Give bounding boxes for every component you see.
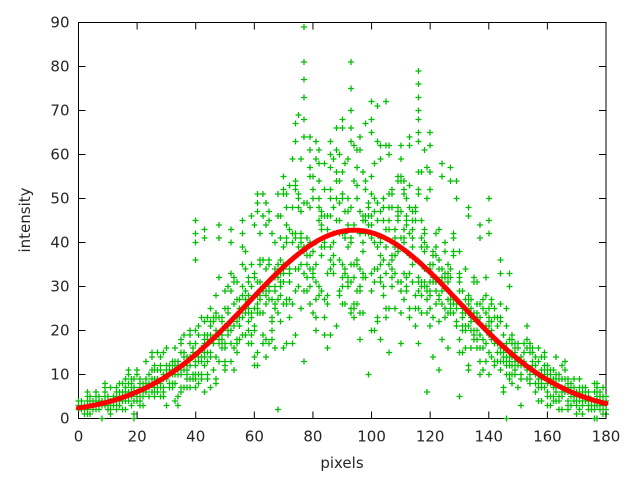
x-tick-label: 160 <box>533 428 562 446</box>
gaussian-fit-curve <box>76 227 609 411</box>
fit-line <box>76 227 609 411</box>
x-tick-label: 40 <box>186 428 205 446</box>
y-tick-label: 30 <box>50 278 69 296</box>
y-tick-label: 20 <box>50 322 69 340</box>
y-axis-title: intensity <box>16 187 34 252</box>
axis-titles: pixels intensity <box>16 187 364 472</box>
y-tick-label: 80 <box>50 58 69 76</box>
x-tick-label: 60 <box>245 428 264 446</box>
y-tick-label: 10 <box>50 366 69 384</box>
x-axis-title: pixels <box>320 454 364 472</box>
y-tick-label: 70 <box>50 102 69 120</box>
y-tick-label: 40 <box>50 234 69 252</box>
x-tick-label: 180 <box>592 428 621 446</box>
x-tick-label: 140 <box>474 428 503 446</box>
plus-markers <box>75 24 609 422</box>
plot-border <box>78 22 607 419</box>
scatter-series <box>75 24 609 422</box>
x-tick-label: 80 <box>303 428 322 446</box>
x-tick-label: 100 <box>357 428 386 446</box>
x-tick-label: 0 <box>74 428 84 446</box>
y-tick-label: 50 <box>50 190 69 208</box>
x-tick-label: 20 <box>128 428 147 446</box>
axis-ticks: 0 20 40 60 80 100 120 140 160 180 0 10 20 30 40 50 60 70 8… <box>50 14 620 446</box>
y-tick-label: 60 <box>50 146 69 164</box>
y-tick-label: 90 <box>50 14 69 32</box>
y-tick-label: 0 <box>60 410 70 428</box>
x-tick-label: 120 <box>416 428 445 446</box>
plot-frame <box>78 22 607 419</box>
